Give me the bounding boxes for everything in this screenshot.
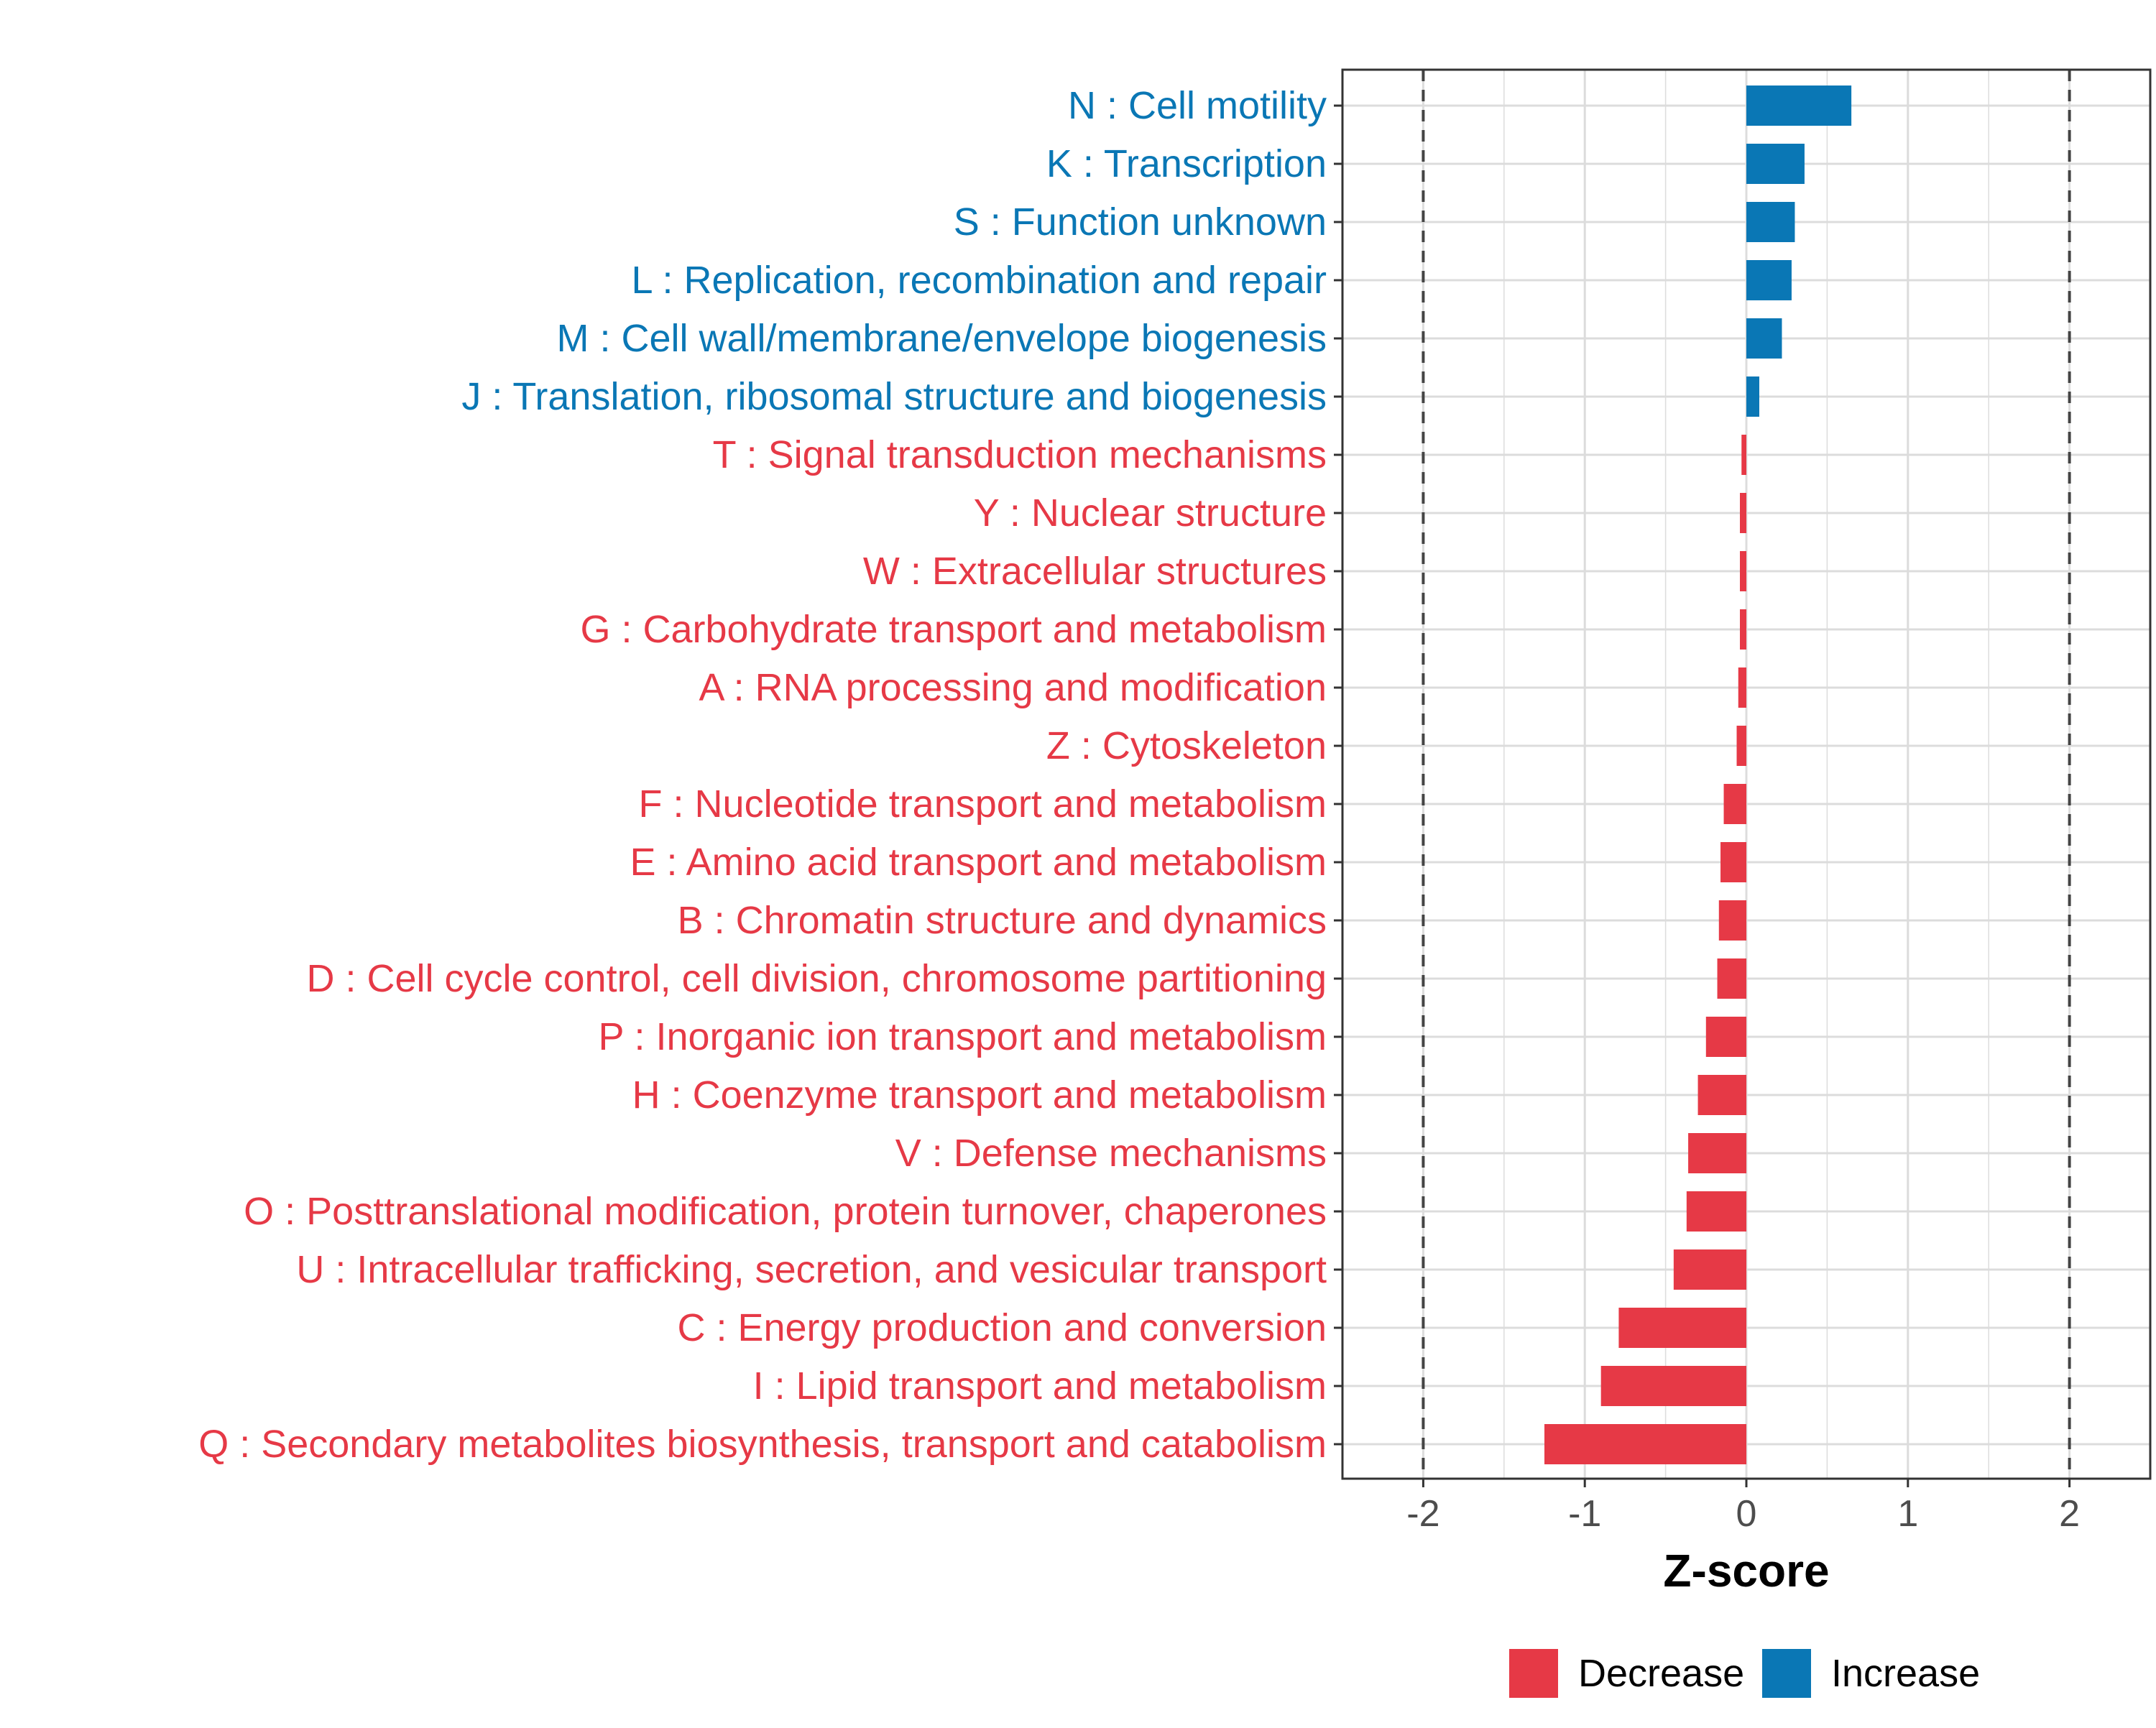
legend-label: Decrease [1578, 1652, 1744, 1695]
bar [1746, 318, 1782, 359]
y-tick-label: U : Intracellular trafficking, secretion… [296, 1248, 1327, 1291]
y-tick-label: N : Cell motility [1068, 84, 1327, 127]
legend-swatch [1509, 1649, 1558, 1698]
y-tick-label: M : Cell wall/membrane/envelope biogenes… [556, 317, 1327, 360]
bar [1705, 1017, 1746, 1057]
bar [1740, 493, 1746, 533]
bar [1600, 1366, 1746, 1406]
bar [1697, 1075, 1746, 1115]
bar [1738, 667, 1746, 708]
y-tick-label: V : Defense mechanisms [895, 1132, 1327, 1175]
x-axis-title: Z-score [1663, 1545, 1829, 1597]
y-tick-label: A : RNA processing and modification [699, 666, 1327, 709]
bar [1736, 726, 1746, 766]
y-tick-label: P : Inorganic ion transport and metaboli… [598, 1015, 1327, 1058]
y-tick-label: O : Posttranslational modification, prot… [244, 1190, 1327, 1233]
bar [1718, 900, 1746, 941]
bar [1740, 609, 1746, 650]
y-tick-label: L : Replication, recombination and repai… [631, 259, 1327, 302]
bar [1740, 551, 1746, 591]
y-tick-label: Y : Nuclear structure [974, 491, 1327, 535]
bar [1673, 1249, 1746, 1290]
y-tick-label: C : Energy production and conversion [677, 1306, 1327, 1349]
y-tick-label: T : Signal transduction mechanisms [713, 433, 1327, 476]
bar [1723, 784, 1746, 824]
bar [1746, 202, 1795, 242]
legend-swatch [1762, 1649, 1811, 1698]
x-tick-label: 0 [1736, 1493, 1757, 1535]
x-tick-label: 2 [2059, 1493, 2080, 1535]
y-tick-label: K : Transcription [1046, 142, 1327, 185]
x-tick-label: 1 [1897, 1493, 1918, 1535]
bar [1746, 144, 1805, 184]
y-tick-label: Z : Cytoskeleton [1046, 724, 1327, 767]
y-tick-label: I : Lipid transport and metabolism [753, 1364, 1327, 1408]
x-tick-label: -2 [1406, 1493, 1439, 1535]
y-tick-label: F : Nucleotide transport and metabolism [639, 782, 1327, 826]
bar [1746, 260, 1792, 300]
bar [1618, 1308, 1746, 1348]
y-tick-label: W : Extracellular structures [863, 550, 1327, 593]
bar [1686, 1191, 1746, 1232]
y-tick-label: J : Translation, ribosomal structure and… [461, 375, 1327, 418]
y-tick-label: D : Cell cycle control, cell division, c… [306, 957, 1327, 1000]
y-tick-label: B : Chromatin structure and dynamics [678, 899, 1327, 942]
bar [1544, 1424, 1746, 1464]
x-tick-label: -1 [1568, 1493, 1601, 1535]
bar [1746, 376, 1759, 417]
bar [1741, 435, 1746, 475]
y-tick-label: E : Amino acid transport and metabolism [630, 841, 1327, 884]
bar [1717, 958, 1746, 999]
bar [1746, 86, 1852, 126]
y-tick-label: G : Carbohydrate transport and metabolis… [581, 608, 1327, 651]
y-tick-label: Q : Secondary metabolites biosynthesis, … [198, 1423, 1327, 1466]
legend-label: Increase [1831, 1652, 1980, 1695]
y-tick-label: H : Coenzyme transport and metabolism [632, 1073, 1327, 1117]
y-tick-label: S : Function unknown [954, 200, 1327, 244]
bar [1688, 1133, 1746, 1173]
bar [1720, 842, 1746, 882]
